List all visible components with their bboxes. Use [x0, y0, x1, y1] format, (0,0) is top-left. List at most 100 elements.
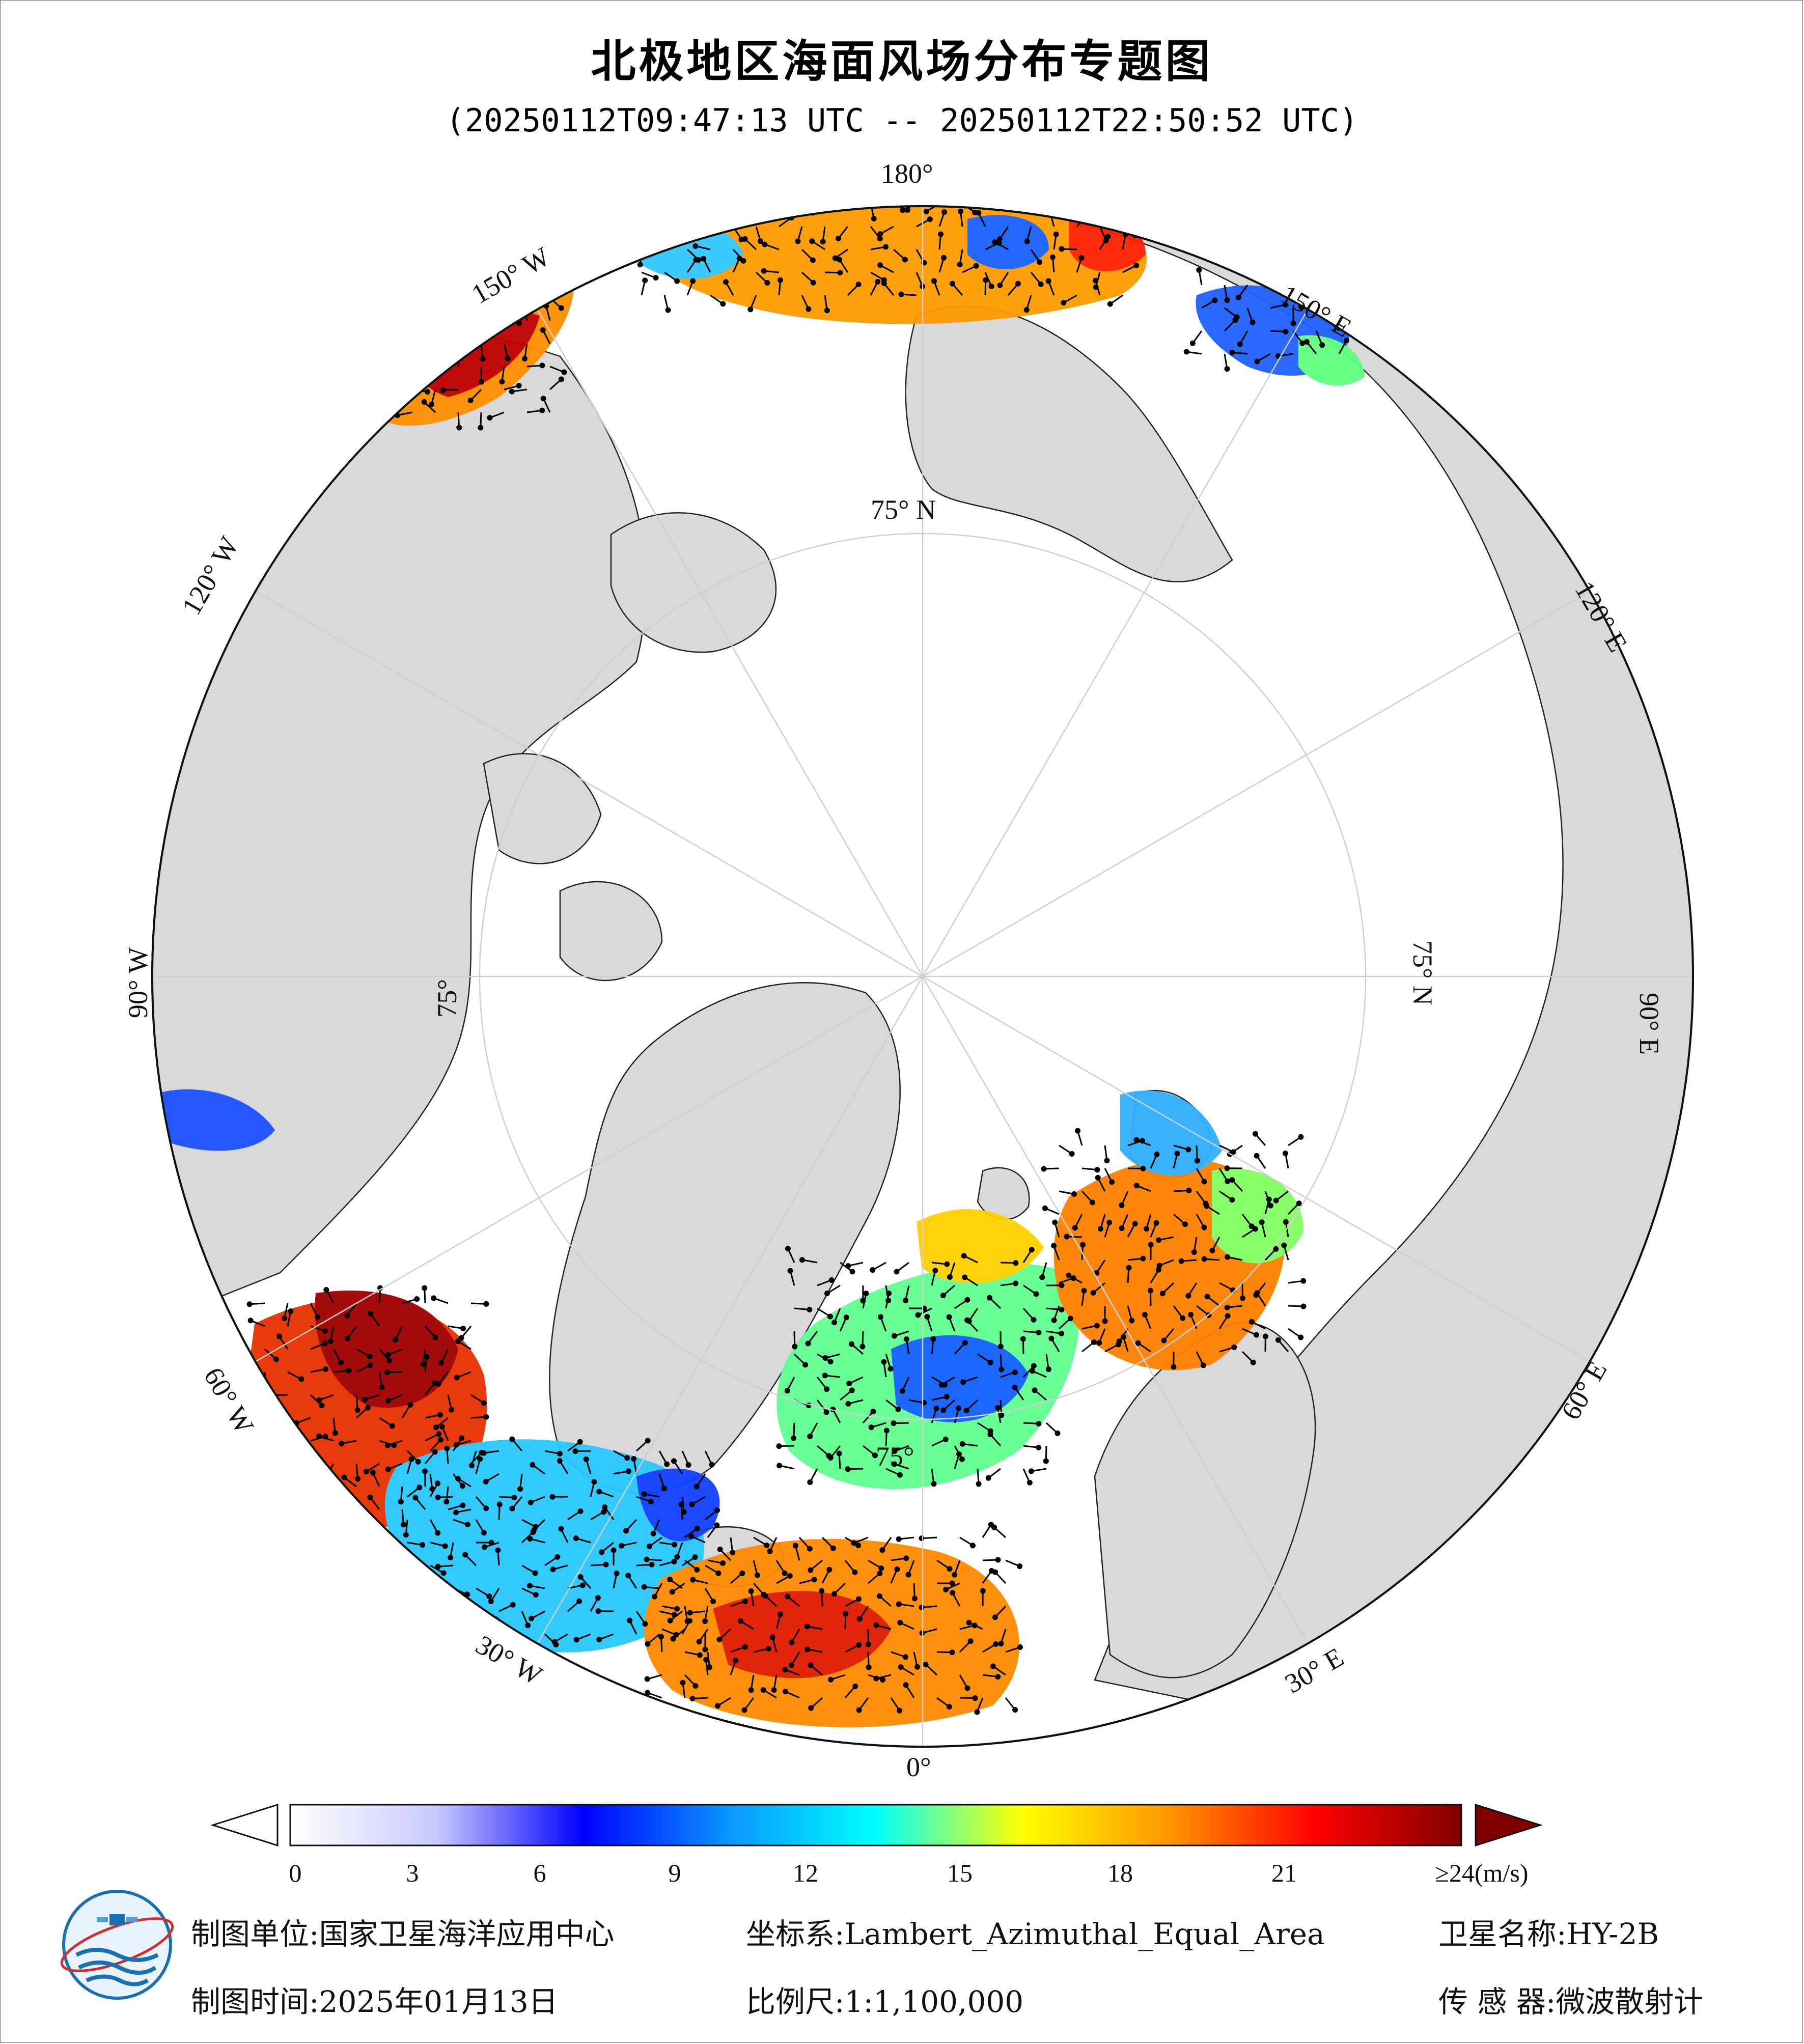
wind-arrow-head	[1254, 1153, 1260, 1159]
wind-arrow-head	[973, 263, 979, 269]
wind-arrow-head	[1066, 1272, 1072, 1278]
wind-arrow-head	[787, 1573, 793, 1579]
wind-arrow-head	[876, 1593, 882, 1599]
wind-arrow-head	[1105, 234, 1111, 240]
wind-arrow-head	[949, 1649, 955, 1656]
wind-arrow-head	[806, 306, 812, 312]
wind-arrow-head	[653, 275, 659, 281]
wind-arrow-head	[720, 301, 726, 307]
wind-arrow-head	[883, 244, 889, 250]
wind-arrow-head	[667, 1576, 673, 1582]
wind-arrow-head	[970, 1543, 976, 1549]
wind-arrow-head	[596, 1489, 602, 1495]
wind-arrow-head	[866, 1664, 872, 1670]
wind-arrow-head	[1054, 1430, 1061, 1436]
wind-arrow-head	[1119, 1202, 1125, 1208]
wind-arrow-head	[717, 1546, 723, 1552]
wind-arrow-head	[499, 379, 505, 385]
wind-arrow-head	[941, 209, 948, 215]
wind-arrow-head	[1053, 231, 1059, 237]
wind-arrow-head	[837, 270, 843, 276]
wind-arrow-head	[1059, 1330, 1065, 1336]
wind-arrow-head	[702, 1618, 708, 1625]
wind-arrow-head	[903, 1336, 909, 1342]
wind-arrow-head	[674, 1554, 680, 1560]
wind-arrow-head	[878, 1565, 884, 1571]
wind-arrow-head	[898, 291, 904, 297]
wind-arrow-head	[619, 1543, 625, 1549]
wind-arrow-head	[1051, 1243, 1057, 1249]
wind-arrow-head	[658, 1634, 664, 1640]
wind-arrow-head	[550, 1566, 556, 1573]
wind-arrow-head	[899, 1388, 905, 1394]
wind-arrow-head	[667, 1617, 673, 1623]
wind-arrow-head	[940, 1293, 946, 1299]
wind-arrow-head	[539, 407, 545, 413]
wind-arrow-head	[1090, 1290, 1096, 1296]
wind-arrow-head	[425, 389, 431, 395]
wind-arrow-head	[992, 239, 998, 245]
wind-arrow-head	[344, 1335, 350, 1341]
wind-arrow-head	[809, 238, 815, 244]
wind-arrow-head	[641, 1491, 647, 1497]
wind-arrow-head	[1229, 1177, 1235, 1183]
wind-arrow-head	[896, 1536, 902, 1542]
wind-arrow-head	[764, 1542, 770, 1548]
wind-arrow-head	[1026, 1479, 1033, 1486]
wind-arrow-head	[648, 1499, 654, 1505]
wind-arrow-head	[454, 1375, 460, 1381]
crs-info: 坐标系:Lambert_Azimuthal_Equal_Area	[746, 1910, 1325, 1953]
wind-arrow-head	[468, 1463, 475, 1469]
wind-arrow-head	[881, 1359, 887, 1365]
wind-arrow-head	[998, 1641, 1004, 1647]
wind-arrow-head	[601, 1509, 607, 1515]
wind-arrow-head	[528, 1499, 534, 1505]
wind-arrow-head	[1154, 1151, 1160, 1157]
wind-arrow-head	[762, 241, 768, 247]
wind-arrow-head	[602, 1504, 608, 1510]
wind-arrow-head	[1045, 1366, 1051, 1373]
wind-arrow-head	[693, 257, 699, 263]
wind-arrow-head	[845, 1263, 851, 1269]
wind-arrow-head	[527, 1536, 533, 1542]
wind-arrow-head	[433, 1424, 439, 1431]
wind-arrow-head	[792, 1343, 798, 1350]
wind-arrow-head	[736, 256, 742, 262]
wind-arrow-head	[573, 1637, 579, 1643]
wind-arrow-head	[1178, 1258, 1184, 1264]
wind-arrow-head	[1161, 1337, 1167, 1343]
wind-arrow-head	[868, 1424, 874, 1431]
wind-arrow-head	[422, 1285, 428, 1291]
wind-arrow-head	[881, 281, 887, 287]
wind-arrow-head	[1201, 1224, 1207, 1230]
wind-arrow-head	[782, 1667, 788, 1673]
wind-arrow-head	[530, 1462, 536, 1468]
wind-arrow-head	[877, 231, 883, 237]
wind-arrow-head	[1028, 1468, 1034, 1474]
wind-arrow-head	[495, 1547, 501, 1553]
wind-arrow-head	[703, 1657, 709, 1663]
wind-arrow-head	[276, 1333, 283, 1339]
wind-arrow-head	[1273, 1246, 1279, 1252]
wind-arrow-head	[549, 1494, 556, 1500]
wind-arrow-head	[824, 1386, 830, 1392]
wind-arrow-head	[1052, 1219, 1058, 1225]
wind-arrow-head	[483, 1505, 489, 1511]
wind-arrow-head	[923, 1662, 929, 1668]
wind-arrow-head	[784, 1388, 790, 1394]
wind-arrow-head	[322, 1328, 328, 1334]
wind-arrow-head	[481, 1544, 487, 1550]
wind-arrow-head	[849, 1341, 855, 1347]
wind-arrow-head	[610, 1547, 617, 1553]
wind-arrow-head	[558, 305, 564, 311]
wind-arrow-head	[931, 1481, 937, 1487]
wind-arrow-head	[1186, 1187, 1192, 1193]
wind-arrow-head	[1067, 1315, 1073, 1322]
wind-arrow-head	[737, 1618, 743, 1624]
wind-arrow-head	[1043, 1458, 1049, 1464]
wind-arrow-head	[1298, 1334, 1304, 1340]
wind-arrow-head	[680, 1679, 686, 1686]
wind-arrow-head	[407, 1402, 413, 1408]
wind-arrow-head	[384, 1442, 391, 1448]
wind-arrow-head	[438, 1360, 445, 1366]
